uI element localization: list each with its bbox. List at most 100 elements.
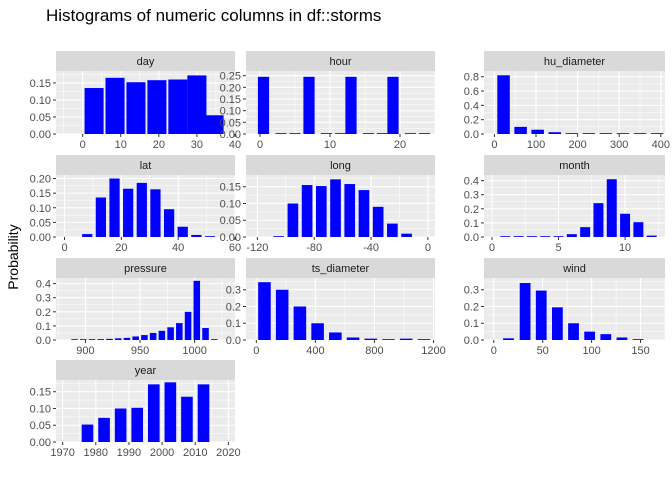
histogram-bar — [599, 133, 613, 134]
histogram-bar — [197, 384, 210, 442]
panel-year: year 0.00 0.05 0.10 0.15 1970 1980 1990 2000 2010… — [30, 360, 241, 459]
facet-strip-label: pressure — [124, 263, 167, 275]
histogram-bar — [362, 133, 375, 134]
x-tick-label: 0 — [61, 242, 67, 254]
facet-strip — [56, 360, 235, 380]
y-tick-label: 0.0 — [464, 129, 479, 141]
histogram-bar — [593, 203, 604, 237]
histogram-bar — [311, 323, 324, 340]
y-tick-label: 0.4 — [36, 279, 51, 291]
histogram-bar — [98, 417, 110, 442]
x-tick-label: 10 — [115, 139, 127, 151]
x-tick-label: 2010 — [183, 447, 207, 459]
y-tick-label: 0.15 — [220, 182, 241, 194]
histogram-bar — [150, 189, 161, 237]
y-tick-label: 0.00 — [30, 437, 51, 449]
histogram-bar — [193, 280, 201, 340]
panel-wind: wind 0.0 0.1 0.2 0.3 0 50 100 150 — [464, 258, 666, 357]
histogram-bar — [136, 182, 147, 237]
histogram-bar — [418, 133, 431, 134]
histogram-bar — [553, 236, 564, 237]
facet-strip-label: year — [135, 365, 157, 377]
y-tick-label: 0.0 — [464, 335, 479, 347]
histogram-bar — [80, 339, 87, 340]
y-tick-label: 0.15 — [30, 387, 51, 399]
facet-strip-label: hu_diameter — [544, 56, 605, 68]
y-tick-label: 0.05 — [30, 217, 51, 229]
y-tick-label: 0.2 — [464, 115, 479, 127]
panel-pressure: pressure 0.0 0.1 0.2 0.3 0.4 900 950 1000 — [36, 258, 235, 357]
histogram-bar — [147, 80, 167, 134]
histogram-bar — [81, 424, 94, 442]
histogram-bar — [84, 88, 104, 134]
facet-strip — [246, 155, 435, 175]
y-tick-label: 0.8 — [464, 72, 479, 84]
histogram-bar — [202, 328, 209, 340]
y-tick-label: 0.20 — [220, 82, 241, 94]
x-tick-label: 1990 — [117, 447, 141, 459]
histogram-bar — [417, 339, 431, 340]
histogram-bar — [514, 126, 527, 134]
histogram-bar — [334, 133, 347, 134]
x-tick-label: 300 — [610, 139, 628, 151]
x-tick-label: 1000 — [182, 345, 206, 357]
y-tick-label: 0.3 — [36, 293, 51, 305]
x-tick-label: 1980 — [84, 447, 108, 459]
histogram-bar — [210, 339, 218, 340]
y-tick-label: 0.00 — [220, 129, 241, 141]
y-tick-label: 0.05 — [30, 420, 51, 432]
histogram-bar — [513, 236, 524, 237]
y-tick-label: 0.3 — [464, 285, 479, 297]
facet-strip — [484, 51, 665, 71]
histogram-bar — [320, 133, 333, 134]
x-tick-label: 5 — [555, 242, 561, 254]
x-tick-label: 1200 — [421, 345, 445, 357]
facet-strip — [56, 155, 235, 175]
y-tick-label: 0.05 — [220, 215, 241, 227]
x-tick-label: 20 — [115, 242, 127, 254]
histogram-bar — [163, 209, 175, 237]
histogram-bar — [582, 133, 596, 134]
x-tick-label: 40 — [172, 242, 184, 254]
y-tick-label: 0.6 — [464, 86, 479, 98]
facet-strip — [56, 258, 235, 278]
histogram-bar — [187, 75, 207, 134]
x-tick-label: 0 — [257, 139, 263, 151]
facet-strip — [56, 51, 235, 71]
histogram-bar — [646, 235, 657, 237]
x-tick-label: 1970 — [50, 447, 74, 459]
y-tick-label: 0.0 — [226, 335, 241, 347]
histogram-bar — [565, 133, 579, 134]
histogram-bar — [548, 132, 561, 134]
panel-hour: hour 0.000.050.100.150.200.25 0 10 20 — [220, 51, 436, 151]
histogram-bar — [616, 337, 628, 340]
histogram-bar — [114, 338, 122, 340]
x-tick-label: 40 — [229, 139, 241, 151]
x-tick-label: 50 — [537, 345, 549, 357]
histogram-bar — [258, 282, 271, 340]
histogram-bar — [114, 408, 127, 442]
histogram-bar — [158, 330, 166, 340]
histogram-bar — [633, 133, 647, 134]
y-tick-label: 0.0 — [464, 232, 479, 244]
histogram-bar — [106, 338, 113, 340]
histogram-bar — [168, 79, 188, 134]
panel-hu-diameter: hu_diameter 0.0 0.2 0.4 0.6 0.8 0 100 200 300 400 — [464, 51, 670, 151]
x-tick-label: -80 — [306, 242, 322, 254]
histogram-bar — [535, 290, 547, 340]
y-tick-label: 0.10 — [30, 203, 51, 215]
histogram-bar — [315, 186, 327, 237]
y-tick-label: 0.10 — [30, 95, 51, 107]
x-tick-label: 100 — [582, 345, 600, 357]
histogram-bar — [330, 179, 341, 237]
y-tick-label: 0.0 — [36, 335, 51, 347]
histogram-bar — [149, 332, 157, 340]
y-tick-label: 0.10 — [30, 403, 51, 415]
histogram-bar — [568, 323, 579, 340]
figure-title: Histograms of numeric columns in df::sto… — [46, 6, 381, 25]
histogram-bar — [275, 133, 287, 134]
facet-strip — [246, 51, 435, 71]
histogram-bar — [600, 334, 612, 340]
histogram-bar — [519, 283, 531, 340]
